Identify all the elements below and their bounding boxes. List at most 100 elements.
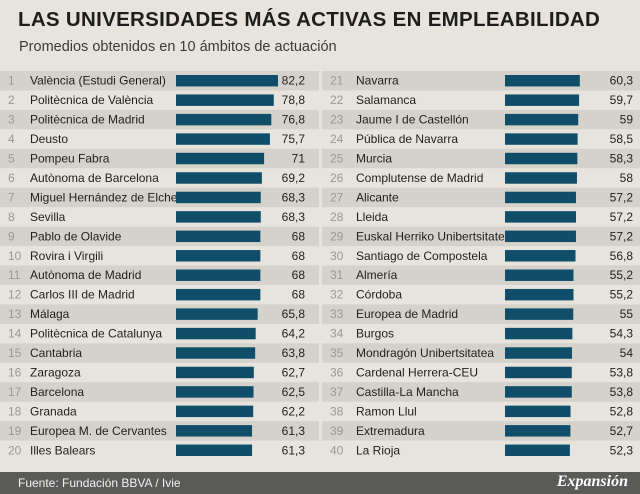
university-label: Cantabria — [30, 346, 82, 360]
value-label: 54,3 — [610, 327, 634, 341]
value-label: 60,3 — [610, 74, 634, 88]
rank-label: 34 — [330, 327, 344, 341]
rank-label: 21 — [330, 74, 344, 88]
university-label: Politècnica de Catalunya — [30, 327, 162, 341]
value-label: 75,7 — [282, 132, 306, 146]
university-label: Salamanca — [356, 93, 416, 107]
rank-label: 3 — [8, 113, 15, 127]
university-label: València (Estudi General) — [30, 74, 166, 88]
value-label: 57,2 — [610, 190, 634, 204]
university-label: Navarra — [356, 74, 399, 88]
bar — [505, 211, 576, 223]
rank-label: 25 — [330, 152, 344, 166]
rank-label: 38 — [330, 404, 344, 418]
value-label: 78,8 — [282, 93, 306, 107]
university-label: Mondragón Unibertsitatea — [356, 346, 494, 360]
rank-label: 28 — [330, 210, 344, 224]
bar — [505, 94, 580, 106]
bar — [505, 113, 579, 126]
value-label: 63,8 — [282, 346, 306, 360]
value-label: 56,8 — [610, 249, 634, 263]
bar — [505, 172, 577, 184]
bar — [505, 152, 578, 165]
bar — [176, 425, 253, 437]
rank-label: 20 — [8, 443, 22, 457]
university-label: Miguel Hernández de Elche — [30, 190, 178, 204]
university-label: Autònoma de Barcelona — [30, 171, 159, 185]
bar — [176, 444, 253, 456]
value-label: 62,2 — [282, 404, 306, 418]
value-label: 62,5 — [282, 385, 306, 399]
university-label: Cardenal Herrera-CEU — [356, 365, 478, 379]
value-label: 52,8 — [610, 404, 634, 418]
university-label: Alicante — [356, 190, 399, 204]
university-label: Pompeu Fabra — [30, 152, 110, 166]
bar — [176, 405, 254, 418]
bar — [505, 444, 570, 456]
value-label: 55,2 — [610, 268, 634, 282]
value-label: 53,8 — [610, 385, 634, 399]
rank-label: 17 — [8, 385, 22, 399]
rank-label: 14 — [8, 327, 22, 341]
bar — [505, 386, 572, 398]
bar — [176, 94, 274, 106]
university-label: Carlos III de Madrid — [30, 288, 135, 302]
university-label: Politècnica de València — [30, 93, 154, 107]
university-label: Córdoba — [356, 288, 402, 302]
value-label: 58 — [620, 171, 634, 185]
value-label: 82,2 — [282, 74, 306, 88]
rank-label: 40 — [330, 443, 344, 457]
source-note: Fuente: Fundación BBVA / Ivie — [18, 476, 181, 490]
university-label: Almería — [356, 268, 398, 282]
rank-label: 7 — [8, 190, 15, 204]
chart-subtitle: Promedios obtenidos en 10 ámbitos de act… — [19, 39, 337, 55]
rank-label: 24 — [330, 132, 344, 146]
bar — [176, 191, 261, 204]
bar — [176, 133, 270, 145]
rank-label: 13 — [8, 307, 22, 321]
bar — [505, 405, 571, 418]
value-label: 65,8 — [282, 307, 306, 321]
rank-label: 31 — [330, 268, 344, 282]
rank-label: 12 — [8, 288, 22, 302]
bar — [505, 250, 576, 262]
university-label: Politècnica de Madrid — [30, 113, 145, 127]
rank-label: 9 — [8, 229, 15, 243]
bar — [176, 288, 261, 301]
university-label: Ramon Llul — [356, 404, 417, 418]
rank-label: 39 — [330, 424, 344, 438]
value-label: 64,2 — [282, 327, 306, 341]
rank-label: 19 — [8, 424, 22, 438]
value-label: 52,7 — [610, 424, 634, 438]
university-label: Rovira i Virgili — [30, 249, 103, 263]
value-label: 68,3 — [282, 190, 306, 204]
ranking-chart: 1 València (Estudi General) 82,2 2 Politècni… — [0, 71, 640, 457]
university-label: Europea de Madrid — [356, 307, 458, 321]
rank-label: 1 — [8, 74, 15, 88]
bar — [505, 230, 576, 243]
bar — [505, 347, 573, 359]
bar — [505, 308, 574, 320]
university-label: Castilla-La Mancha — [356, 385, 459, 399]
value-label: 53,8 — [610, 365, 634, 379]
university-label: Illes Balears — [30, 443, 95, 457]
bar — [505, 269, 574, 281]
bar — [176, 113, 272, 126]
rank-label: 18 — [8, 404, 22, 418]
rank-label: 16 — [8, 365, 22, 379]
bar — [505, 425, 571, 437]
rank-label: 30 — [330, 249, 344, 263]
value-label: 55,2 — [610, 288, 634, 302]
bar — [505, 327, 573, 340]
value-label: 71 — [292, 152, 306, 166]
bar — [176, 230, 261, 243]
rank-label: 26 — [330, 171, 344, 185]
bar — [505, 133, 578, 145]
rank-label: 33 — [330, 307, 344, 321]
university-label: Murcia — [356, 152, 392, 166]
value-label: 61,3 — [282, 424, 306, 438]
value-label: 68 — [292, 229, 306, 243]
value-label: 54 — [620, 346, 634, 360]
university-label: Santiago de Compostela — [356, 249, 488, 263]
university-label: Euskal Herriko Unibertsitatea — [356, 229, 512, 243]
